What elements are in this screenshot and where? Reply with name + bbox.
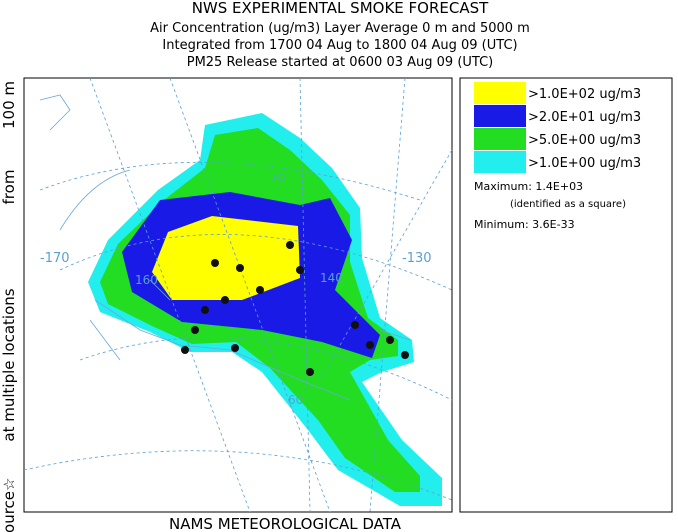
source-marker [256, 286, 264, 294]
legend-swatch [474, 128, 526, 150]
legend-label: >2.0E+01 ug/m3 [528, 110, 641, 125]
title: NWS EXPERIMENTAL SMOKE FORECAST [192, 0, 489, 17]
map-label: 140 [320, 271, 343, 285]
source-marker [286, 241, 294, 249]
source-marker [366, 341, 374, 349]
map: -170 -130 70 160 140 60 [23, 77, 453, 513]
legend-swatch [474, 105, 526, 127]
side-label: Source☆ at multiple locations from 100 m [0, 81, 18, 532]
plume-contour [152, 216, 300, 300]
coastline [39, 94, 411, 401]
legend-frame [459, 77, 673, 513]
legend-label: >5.0E+00 ug/m3 [528, 133, 641, 148]
legend-swatch [474, 151, 526, 173]
sources [181, 241, 409, 376]
map-label: -130 [402, 251, 432, 266]
map-label: 160 [135, 273, 158, 287]
minimum: Minimum: 3.6E-33 [474, 218, 575, 231]
map-label: -170 [40, 251, 70, 266]
legend: >1.0E+02 ug/m3 >2.0E+01 ug/m3 >5.0E+00 ug/… [474, 82, 641, 173]
maximum-note: (identified as a square) [510, 199, 626, 210]
source-marker [201, 306, 209, 314]
graticule [23, 77, 453, 513]
side-text: Source☆ [0, 478, 18, 532]
source-marker [351, 321, 359, 329]
source-marker [296, 266, 304, 274]
subtitle: Air Concentration (ug/m3) Layer Average … [150, 21, 530, 36]
side-text: 100 m [0, 81, 18, 129]
source-marker [221, 296, 229, 304]
legend-swatch [474, 82, 526, 104]
source-marker [181, 346, 189, 354]
plume [88, 113, 442, 506]
map-label: 60 [288, 393, 303, 407]
legend-label: >1.0E+00 ug/m3 [528, 156, 641, 171]
footer: NAMS METEOROLOGICAL DATA [169, 515, 402, 532]
source-marker [191, 326, 199, 334]
maximum: Maximum: 1.4E+03 [474, 180, 583, 193]
legend-label: >1.0E+02 ug/m3 [528, 87, 641, 102]
side-text: at multiple locations [0, 288, 18, 441]
source-marker [211, 259, 219, 267]
source-marker [401, 351, 409, 359]
source-marker [231, 344, 239, 352]
subtitle: Integrated from 1700 04 Aug to 1800 04 A… [162, 38, 517, 53]
subtitle: PM25 Release started at 0600 03 Aug 09 (… [187, 55, 494, 70]
source-marker [236, 264, 244, 272]
map-label: 70 [270, 171, 285, 185]
source-marker [306, 368, 314, 376]
side-text: from [0, 170, 18, 205]
source-marker [386, 336, 394, 344]
